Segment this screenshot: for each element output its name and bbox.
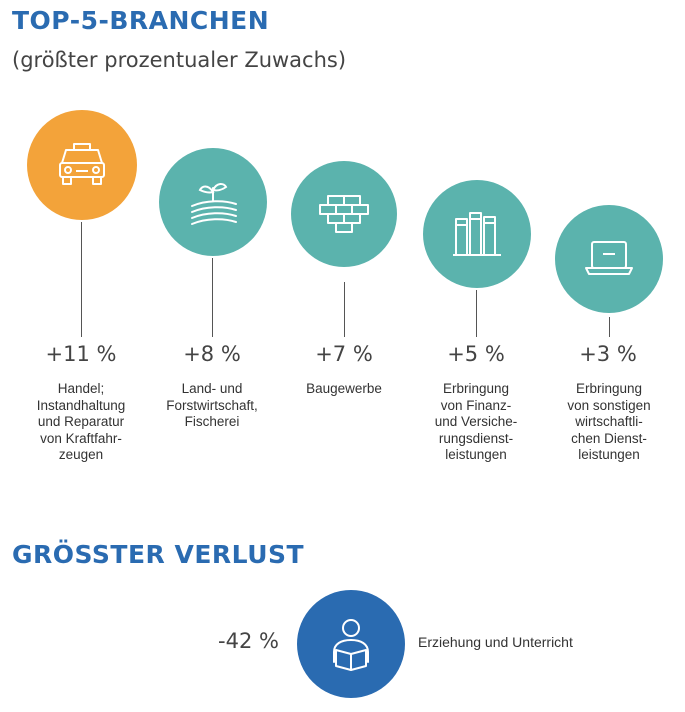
growth-value: +7 %: [315, 342, 373, 366]
connector-line: [212, 258, 213, 337]
loss-value: -42 %: [218, 629, 279, 653]
sector-label: Erbringung von Finanz-und Versiche-rungsd…: [434, 381, 518, 462]
reading-person-icon: [333, 619, 369, 671]
brick-wall-icon: [319, 195, 369, 233]
sector-circle-construction: [291, 161, 397, 267]
connector-line: [344, 282, 345, 337]
sector-circle-trade: [27, 110, 137, 220]
sector-circle-finance: [423, 180, 531, 288]
sector-label: Erbringung von sonstigen wirtschaftli-chen…: [567, 381, 651, 462]
growth-value: +8 %: [183, 342, 241, 366]
binders-icon: [453, 212, 501, 256]
loss-circle-education: [297, 590, 405, 698]
sector-circle-other-services: [555, 205, 663, 313]
sector-label: Land- und Forstwirtschaft, Fischerei: [166, 381, 258, 429]
connector-line: [81, 222, 82, 337]
plant-field-icon: [191, 183, 237, 225]
connector-line: [609, 317, 610, 337]
car-icon: [59, 143, 105, 185]
growth-value: +3 %: [579, 342, 637, 366]
page-title: TOP-5-BRANCHEN: [12, 6, 270, 35]
growth-value: +5 %: [447, 342, 505, 366]
sector-label: Baugewerbe: [306, 381, 382, 396]
loss-section-title: GRÖSSTER VERLUST: [12, 540, 305, 569]
loss-sector-label: Erziehung und Unterricht: [418, 634, 573, 650]
page-subtitle: (größter prozentualer Zuwachs): [12, 48, 347, 72]
sector-label: Handel; Instandhaltung und Reparatur von Kr…: [36, 381, 126, 462]
growth-value: +11 %: [45, 342, 117, 366]
laptop-icon: [585, 241, 633, 275]
sector-circle-agriculture: [159, 148, 267, 256]
connector-line: [476, 290, 477, 337]
